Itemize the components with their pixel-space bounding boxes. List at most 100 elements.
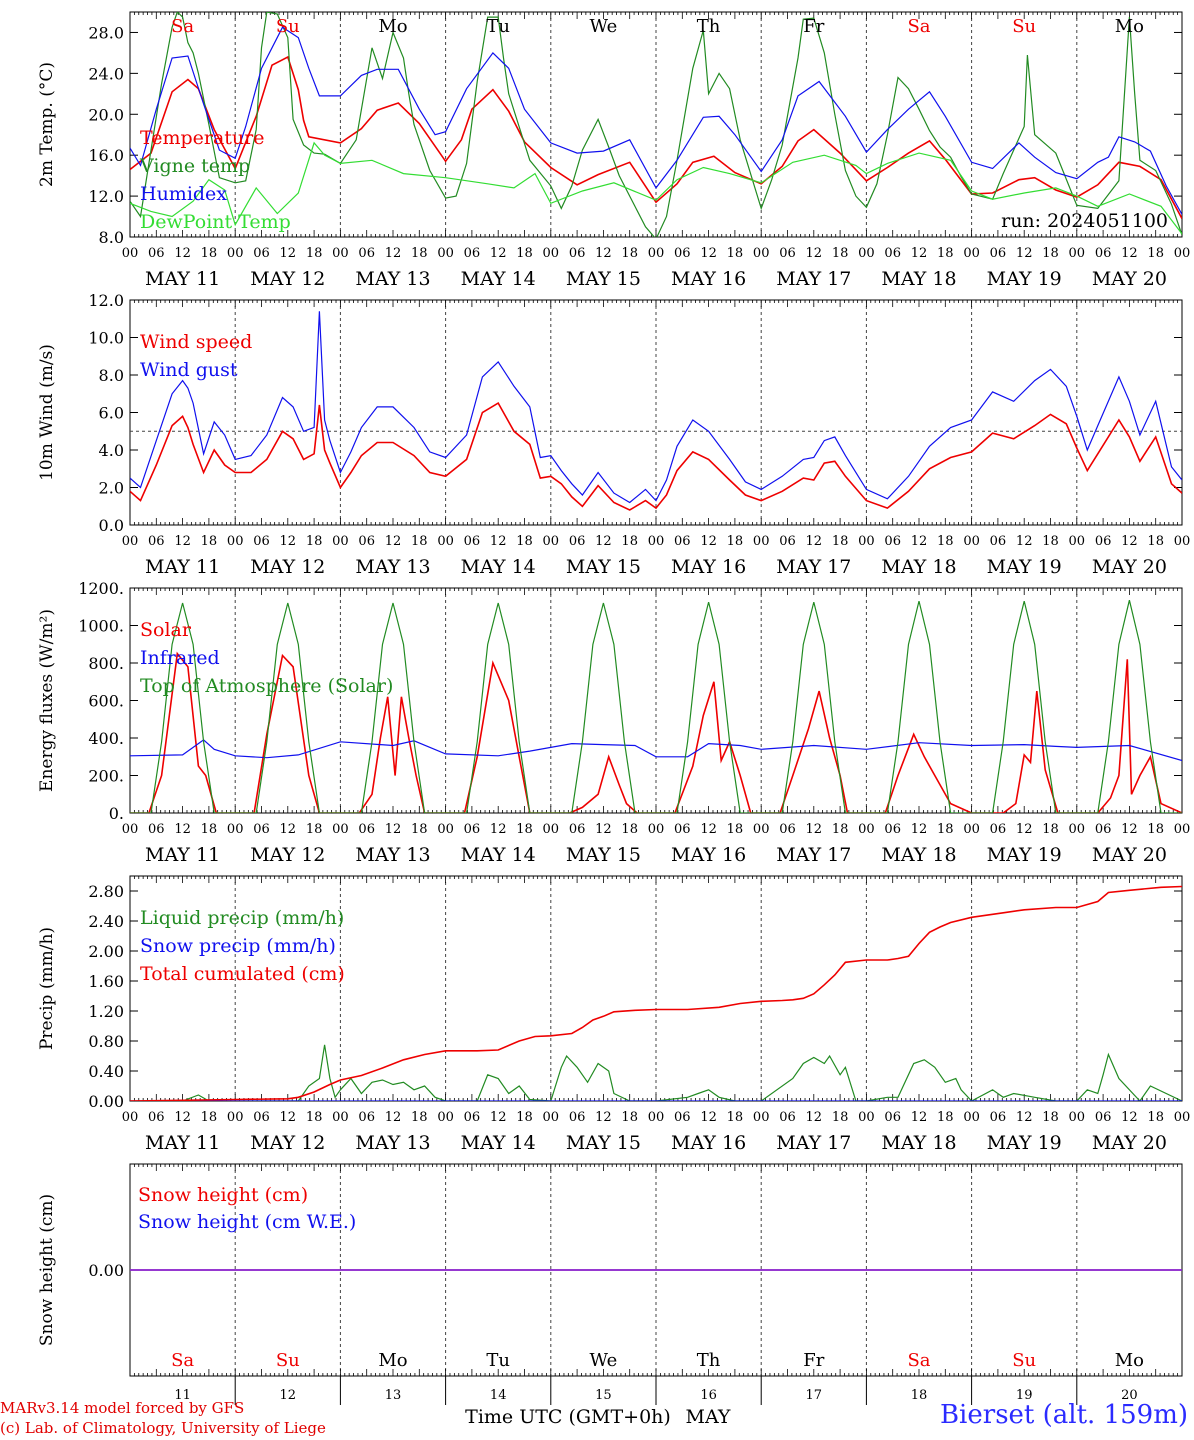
hour-label: 06 xyxy=(464,246,481,261)
hour-label: 12 xyxy=(1121,1110,1138,1125)
weekday-label-top: Tu xyxy=(486,16,510,37)
hour-label: 18 xyxy=(516,534,533,549)
hour-label: 18 xyxy=(306,1110,323,1125)
hour-label: 18 xyxy=(621,822,638,837)
hour-label: 06 xyxy=(358,1110,375,1125)
hour-label: 18 xyxy=(1042,534,1059,549)
date-label: MAY 12 xyxy=(250,844,325,866)
hour-label: 06 xyxy=(884,822,901,837)
hour-label: 00 xyxy=(648,246,665,261)
hour-label: 12 xyxy=(490,1110,507,1125)
hour-label: 12 xyxy=(806,246,823,261)
hour-label: 12 xyxy=(595,534,612,549)
date-label: MAY 20 xyxy=(1092,1132,1167,1154)
hour-label: 18 xyxy=(1042,1110,1059,1125)
date-label: MAY 20 xyxy=(1092,844,1167,866)
hour-label: 06 xyxy=(569,822,586,837)
hour-label: 18 xyxy=(727,1110,744,1125)
legend-entry: Infrared xyxy=(140,647,220,669)
y-tick-label: 1.20 xyxy=(88,1002,124,1021)
hour-label: 18 xyxy=(727,246,744,261)
hour-label: 06 xyxy=(358,534,375,549)
day-number-label: 11 xyxy=(174,1388,191,1403)
legend-entry: Snow height (cm) xyxy=(138,1184,308,1206)
hour-label: 12 xyxy=(700,246,717,261)
hour-label: 18 xyxy=(832,1110,849,1125)
hour-label: 12 xyxy=(385,822,402,837)
hour-label: 00 xyxy=(963,246,980,261)
hour-label: 18 xyxy=(1147,246,1164,261)
hour-label: 12 xyxy=(911,534,928,549)
date-label: MAY 11 xyxy=(145,844,220,866)
legend-entry: Temperature xyxy=(140,127,264,149)
y-axis-label: 2m Temp. (°C) xyxy=(37,62,57,187)
hour-label: 12 xyxy=(700,1110,717,1125)
hour-label: 06 xyxy=(674,822,691,837)
station-name: Bierset (alt. 159m) xyxy=(939,1400,1188,1430)
date-label: MAY 13 xyxy=(355,844,430,866)
date-label: MAY 17 xyxy=(776,268,851,290)
footer-credit-model: MARv3.14 model forced by GFS xyxy=(0,1399,245,1417)
hour-label: 00 xyxy=(122,246,139,261)
date-label: MAY 16 xyxy=(671,268,746,290)
hour-label: 06 xyxy=(674,1110,691,1125)
hour-label: 12 xyxy=(280,246,297,261)
y-tick-label: 10.0 xyxy=(88,329,124,348)
hour-label: 18 xyxy=(727,534,744,549)
hour-label: 00 xyxy=(648,822,665,837)
hour-label: 18 xyxy=(411,246,428,261)
weekday-label-top: Sa xyxy=(171,16,194,37)
hour-label: 06 xyxy=(674,534,691,549)
y-tick-label: 2.40 xyxy=(88,912,124,931)
hour-label: 18 xyxy=(621,1110,638,1125)
y-tick-label: 0.0 xyxy=(99,516,124,535)
y-tick-label: 20.0 xyxy=(88,105,124,124)
legend-entry: Wind gust xyxy=(140,359,238,381)
y-tick-label: 12.0 xyxy=(88,187,124,206)
hour-label: 00 xyxy=(1174,822,1191,837)
hour-label: 00 xyxy=(1174,534,1191,549)
weekday-label-bottom: Sa xyxy=(907,1350,930,1371)
y-tick-label: 0.00 xyxy=(88,1092,124,1111)
day-number-label: 20 xyxy=(1121,1388,1138,1403)
hour-label: 12 xyxy=(280,822,297,837)
date-label: MAY 17 xyxy=(776,556,851,578)
hour-label: 18 xyxy=(621,246,638,261)
hour-label: 12 xyxy=(700,822,717,837)
date-label: MAY 18 xyxy=(881,844,956,866)
weekday-label-bottom: Th xyxy=(697,1350,721,1371)
date-label: MAY 18 xyxy=(881,268,956,290)
hour-label: 18 xyxy=(411,822,428,837)
hour-label: 12 xyxy=(490,822,507,837)
hour-label: 12 xyxy=(1121,822,1138,837)
weekday-label-top: We xyxy=(590,16,618,37)
hour-label: 00 xyxy=(122,822,139,837)
hour-label: 06 xyxy=(1095,534,1112,549)
legend-entry: Humidex xyxy=(140,183,227,205)
hour-label: 18 xyxy=(832,246,849,261)
hour-label: 00 xyxy=(1174,1110,1191,1125)
hour-label: 18 xyxy=(937,534,954,549)
hour-label: 12 xyxy=(806,1110,823,1125)
y-tick-label: 800. xyxy=(88,654,124,673)
panel-3: 0. 200. 400. 600. 800. 1000. 1200. Energy fluxe… xyxy=(37,579,1190,866)
date-label: MAY 17 xyxy=(776,1132,851,1154)
date-label: MAY 19 xyxy=(987,268,1062,290)
y-axis-label: Snow height (cm) xyxy=(37,1194,57,1346)
date-label: MAY 11 xyxy=(145,1132,220,1154)
hour-label: 06 xyxy=(990,822,1007,837)
series-infrared xyxy=(130,739,1182,762)
hour-label: 00 xyxy=(332,822,349,837)
date-label: MAY 18 xyxy=(881,1132,956,1154)
y-tick-label: 16.0 xyxy=(88,146,124,165)
date-label: MAY 16 xyxy=(671,844,746,866)
hour-label: 18 xyxy=(306,534,323,549)
hour-label: 00 xyxy=(1069,1110,1086,1125)
hour-label: 18 xyxy=(306,822,323,837)
hour-label: 18 xyxy=(1147,534,1164,549)
date-label: MAY 19 xyxy=(987,844,1062,866)
footer-credit-lab: (c) Lab. of Climatology, University of L… xyxy=(0,1419,326,1437)
hour-label: 12 xyxy=(385,246,402,261)
hour-label: 00 xyxy=(227,822,244,837)
